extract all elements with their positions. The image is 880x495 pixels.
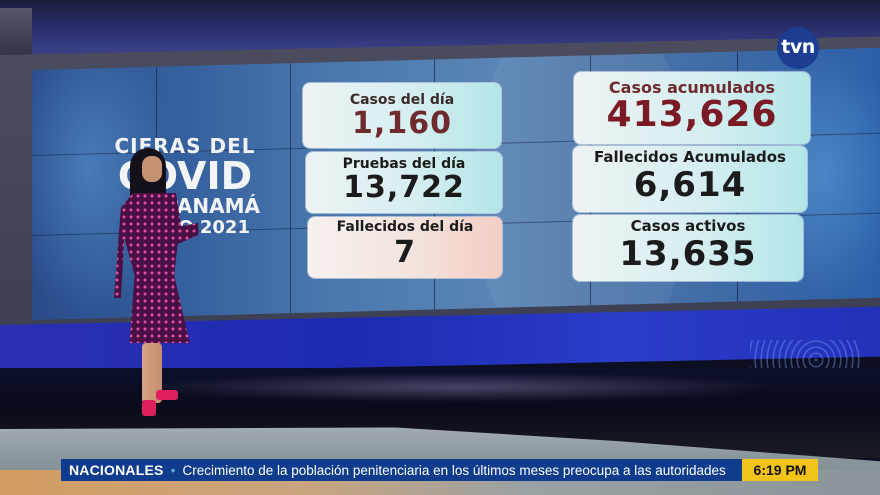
stat-value: 413,626 — [606, 94, 778, 135]
stat-card-cumulative-cases: Casos acumulados 413,626 — [574, 72, 810, 144]
stat-label: Casos acumulados — [608, 78, 776, 97]
ticker-headline: Crecimiento de la población penitenciari… — [182, 462, 726, 478]
stat-card-active-cases: Casos activos 13,635 — [573, 215, 803, 281]
presenter-dress — [114, 193, 199, 343]
broadcast-clock: 6:19 PM — [742, 459, 818, 481]
presenter-shoe — [142, 400, 156, 416]
title-line-3: PANAMÁ — [164, 194, 260, 218]
stat-card-daily-deaths: Fallecidos del día 7 — [308, 217, 502, 278]
stat-label: Casos activos — [630, 217, 746, 235]
tvn-logo-icon: tvn — [777, 27, 819, 69]
floor-reflection — [140, 372, 780, 402]
stat-card-daily-tests: Pruebas del día 13,722 — [306, 152, 502, 213]
stat-value: 13,722 — [343, 170, 465, 205]
stat-label: Pruebas del día — [342, 156, 466, 172]
panel-seam — [290, 63, 291, 314]
news-presenter — [112, 148, 212, 428]
stat-value: 6,614 — [633, 165, 747, 205]
presenter-legs — [142, 343, 162, 403]
stat-label: Fallecidos Acumulados — [594, 148, 786, 166]
stat-label: Fallecidos del día — [336, 219, 474, 235]
presenter-shoe — [156, 390, 178, 400]
stat-value: 13,635 — [619, 234, 757, 274]
ticker-separator-icon: • — [170, 462, 176, 478]
stat-card-daily-cases: Casos del día 1,160 — [303, 83, 501, 148]
presenter-face — [142, 156, 162, 182]
ticker-category: NACIONALES — [69, 462, 164, 478]
stat-value: 7 — [394, 235, 416, 270]
news-ticker: NACIONALES • Crecimiento de la población… — [61, 459, 743, 481]
stat-label: Casos del día — [349, 92, 455, 108]
stat-value: 1,160 — [352, 106, 452, 141]
stat-card-cumulative-deaths: Fallecidos Acumulados 6,614 — [573, 146, 807, 212]
